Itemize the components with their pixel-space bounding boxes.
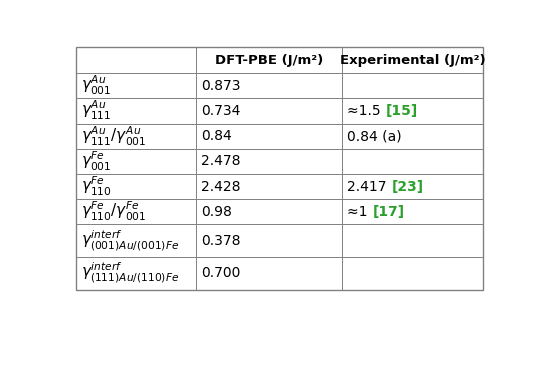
Text: $\gamma^{Au}_{001}$: $\gamma^{Au}_{001}$ bbox=[81, 74, 111, 97]
Text: $\gamma^{interf}_{(001)Au/(001)Fe}$: $\gamma^{interf}_{(001)Au/(001)Fe}$ bbox=[81, 229, 180, 253]
Text: 0.84 (a): 0.84 (a) bbox=[347, 129, 402, 143]
Text: DFT-PBE (J/m²): DFT-PBE (J/m²) bbox=[215, 53, 324, 67]
Text: ≈1: ≈1 bbox=[347, 205, 372, 219]
Text: $\gamma^{Fe}_{110}/\gamma^{Fe}_{001}$: $\gamma^{Fe}_{110}/\gamma^{Fe}_{001}$ bbox=[81, 200, 147, 223]
Text: 2.478: 2.478 bbox=[201, 154, 241, 168]
Text: $\gamma^{Fe}_{110}$: $\gamma^{Fe}_{110}$ bbox=[81, 175, 112, 198]
Text: [15]: [15] bbox=[385, 104, 418, 118]
Text: 0.84: 0.84 bbox=[201, 129, 232, 143]
Text: 0.700: 0.700 bbox=[201, 266, 240, 280]
Text: 2.417: 2.417 bbox=[347, 180, 391, 194]
Text: $\gamma^{Au}_{111}/\gamma^{Au}_{001}$: $\gamma^{Au}_{111}/\gamma^{Au}_{001}$ bbox=[81, 124, 147, 148]
Text: $\gamma^{interf}_{(111)Au/(110)Fe}$: $\gamma^{interf}_{(111)Au/(110)Fe}$ bbox=[81, 261, 180, 285]
Text: 2.428: 2.428 bbox=[201, 180, 241, 194]
Text: 0.873: 0.873 bbox=[201, 79, 241, 93]
Text: [17]: [17] bbox=[372, 205, 405, 219]
Text: ≈1.5: ≈1.5 bbox=[347, 104, 385, 118]
Text: $\gamma^{Au}_{111}$: $\gamma^{Au}_{111}$ bbox=[81, 99, 111, 123]
Text: [23]: [23] bbox=[391, 180, 424, 194]
Text: 0.98: 0.98 bbox=[201, 205, 232, 219]
Text: $\gamma^{Fe}_{001}$: $\gamma^{Fe}_{001}$ bbox=[81, 150, 111, 173]
Text: 0.378: 0.378 bbox=[201, 234, 241, 248]
Text: Experimental (J/m²): Experimental (J/m²) bbox=[340, 53, 485, 67]
Text: 0.734: 0.734 bbox=[201, 104, 240, 118]
